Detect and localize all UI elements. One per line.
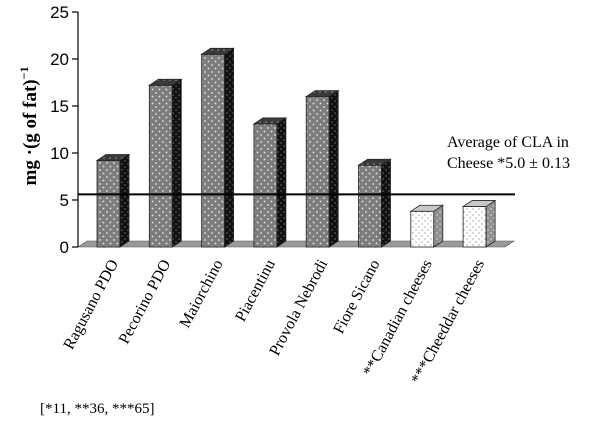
y-tick-label: 10 — [50, 144, 69, 163]
reference-label-line1: Average of CLA in — [447, 134, 569, 151]
bar-side — [119, 153, 130, 248]
y-tick-label: 25 — [50, 3, 69, 22]
bar-front — [201, 53, 226, 248]
reference-label-line2: Cheese *5.0 ± 0.13 — [447, 155, 570, 172]
bar-top — [357, 158, 392, 166]
bar-top — [147, 78, 183, 86]
bar-top — [461, 200, 497, 207]
reference-line-group: Average of CLA in Cheese *5.0 ± 0.13 — [78, 134, 570, 196]
x-tick-label: Piacentinu — [232, 257, 279, 325]
bar-top — [304, 90, 340, 97]
y-tick-label: 15 — [50, 97, 69, 116]
bar — [409, 204, 445, 248]
bar-front — [148, 84, 173, 248]
bar-top — [252, 117, 288, 125]
y-axis-label-exponent: −1 — [17, 67, 31, 80]
x-tick-label: Maiorchino — [177, 257, 227, 331]
bar-top — [200, 47, 235, 55]
bar-front — [96, 160, 121, 248]
bar-side — [433, 204, 444, 248]
x-tick-label: Provola Nebrodi — [266, 256, 331, 358]
x-tick-label: Pecorino PDO — [116, 257, 175, 347]
bar — [304, 89, 340, 248]
bar — [200, 47, 235, 248]
bar-front — [305, 96, 330, 248]
floor-plane — [77, 240, 515, 248]
bar-side — [485, 199, 496, 248]
y-axis: 0 5 10 15 20 25 — [50, 3, 79, 257]
bar-front — [253, 123, 278, 248]
bar-front — [410, 210, 435, 248]
bar-front — [462, 206, 487, 248]
y-tick-label: 0 — [60, 238, 69, 257]
footnote: [*11, **36, ***65] — [40, 401, 155, 417]
bar-top — [409, 204, 445, 212]
bar-front — [358, 164, 382, 248]
chart-floor — [77, 240, 515, 248]
bar-side — [171, 78, 182, 248]
y-tick-label: 20 — [50, 50, 69, 69]
bar — [147, 78, 183, 248]
bar-side — [381, 158, 391, 248]
bar-side — [328, 89, 339, 248]
bar — [95, 153, 131, 248]
x-tick-label: Fiore Sicano — [330, 257, 383, 337]
bar-side — [224, 47, 235, 248]
y-axis-label: mg ·(g of fat)−1 — [17, 67, 41, 186]
bar-top — [95, 154, 131, 161]
x-tick-label: Ragusano PDO — [60, 257, 122, 352]
bars — [95, 47, 497, 248]
y-tick-label: 5 — [60, 191, 69, 210]
bar — [461, 199, 497, 248]
bar — [252, 117, 288, 248]
bar-side — [276, 117, 287, 248]
bar — [357, 158, 392, 248]
